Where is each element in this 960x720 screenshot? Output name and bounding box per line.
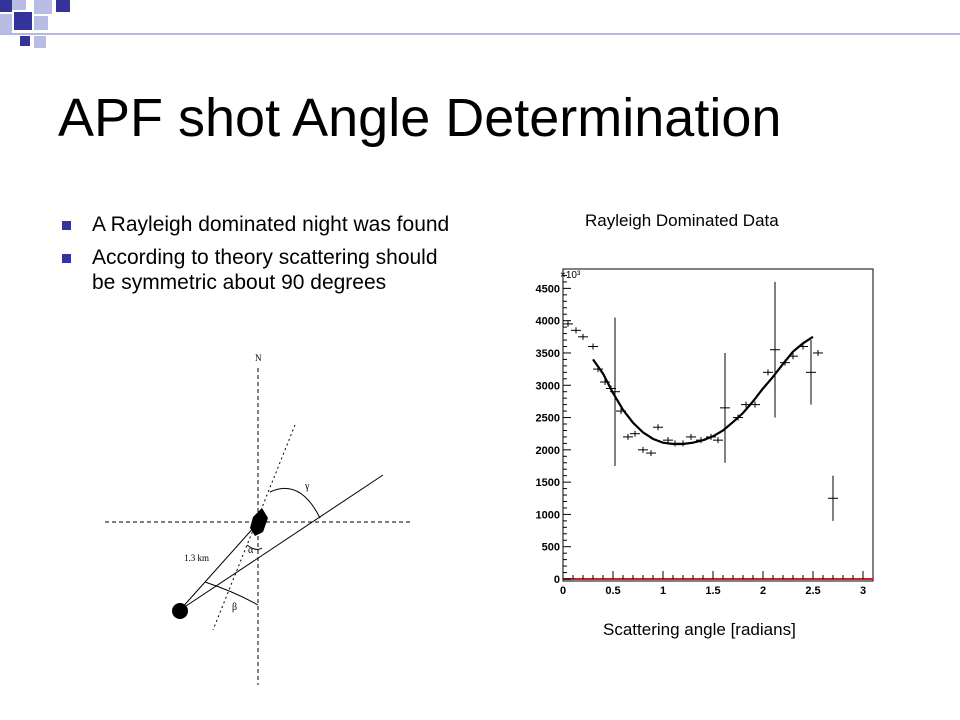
bullet-square-icon (62, 221, 71, 230)
data-point (813, 349, 823, 356)
y-multiplier-label: ×10³ (560, 270, 581, 281)
short-beam-line (179, 515, 265, 611)
x-tick-label: 1.5 (705, 585, 720, 597)
y-tick-label: 1000 (536, 509, 560, 521)
fit-curve-line (592, 335, 814, 446)
distance-label: 1.3 km (184, 553, 209, 563)
corner-square-light (0, 14, 12, 34)
data-point (630, 430, 640, 437)
bullet-list: A Rayleigh dominated night was found Acc… (62, 212, 462, 303)
corner-square-light (12, 0, 26, 10)
y-tick-label: 0 (554, 574, 560, 586)
data-point (780, 359, 790, 366)
corner-square-dark (56, 0, 70, 12)
data-point (606, 385, 616, 392)
y-tick-label: 500 (542, 542, 560, 554)
data-point (798, 343, 808, 350)
long-beam-line (179, 474, 384, 611)
x-tick-label: 3 (860, 585, 866, 597)
data-point (720, 352, 730, 463)
gamma-label: γ (304, 481, 310, 492)
x-tick-label: 1 (660, 585, 666, 597)
y-tick-label: 3500 (536, 348, 560, 360)
bullet-item: A Rayleigh dominated night was found (62, 212, 462, 237)
fit-curve-group (592, 335, 814, 446)
x-tick-label: 0 (560, 585, 566, 597)
data-point (646, 450, 656, 457)
bullet-text: A Rayleigh dominated night was found (92, 213, 450, 236)
y-tick-label: 2500 (536, 413, 560, 425)
corner-square-light (34, 16, 48, 30)
data-point (563, 320, 573, 327)
data-point (763, 369, 773, 376)
data-point (696, 437, 706, 444)
x-tick-label: 2.5 (805, 585, 820, 597)
data-point (828, 475, 838, 521)
mountain-shape (250, 508, 268, 536)
bullet-square-icon (62, 254, 71, 263)
data-point (713, 437, 723, 444)
data-points-group (563, 281, 838, 521)
x-tick-label: 0.5 (605, 585, 620, 597)
data-point (588, 343, 598, 350)
station-dot (172, 603, 188, 619)
data-point (600, 379, 610, 386)
chart-axes: 0 500 1000 1500 2000 2500 3000 3500 4000 4500 0 0.5… (536, 274, 866, 597)
data-point (571, 327, 581, 334)
data-point (770, 281, 780, 418)
data-point (806, 340, 816, 405)
bullet-item: According to theory scattering should be… (62, 245, 462, 295)
data-point (593, 366, 603, 373)
data-point (610, 317, 620, 466)
y-tick-label: 1500 (536, 477, 560, 489)
corner-square-light (34, 0, 52, 14)
data-point (623, 433, 633, 440)
plot-frame (562, 268, 874, 582)
gamma-arc (269, 487, 321, 519)
data-point (653, 424, 663, 431)
data-point (678, 440, 688, 447)
data-point (733, 414, 743, 421)
x-tick-label: 2 (760, 585, 766, 597)
data-point (750, 401, 760, 408)
beta-label: β (232, 602, 237, 613)
y-tick-label: 4000 (536, 316, 560, 328)
header-rule (0, 33, 960, 35)
x-axis-caption: Scattering angle [radians] (603, 620, 796, 639)
corner-square-light (34, 36, 46, 48)
data-point (663, 437, 673, 444)
y-tick-label: 2000 (536, 445, 560, 457)
data-point (616, 408, 626, 415)
data-point (706, 433, 716, 440)
north-label: N (255, 353, 262, 363)
alpha-label: α (248, 545, 254, 556)
data-point (686, 433, 696, 440)
dotted-sightline (212, 424, 296, 631)
corner-square-dark (14, 12, 32, 30)
beta-arc (204, 581, 259, 606)
y-tick-label: 3000 (536, 380, 560, 392)
data-point (638, 446, 648, 453)
data-point (670, 440, 680, 447)
y-tick-label: 4500 (536, 283, 560, 295)
slide-title: APF shot Angle Determination (58, 88, 782, 148)
data-point (788, 353, 798, 360)
plot-title: Rayleigh Dominated Data (585, 211, 779, 230)
corner-square-dark (20, 36, 30, 46)
alpha-arc (246, 544, 263, 550)
data-point (741, 401, 751, 408)
data-point (578, 333, 588, 340)
bullet-text: According to theory scattering should be… (92, 246, 438, 294)
corner-square-dark (0, 0, 12, 12)
